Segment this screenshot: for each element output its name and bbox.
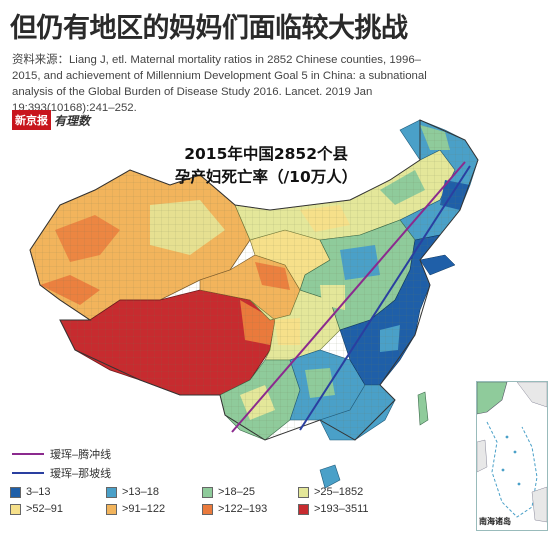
legend-swatch: [10, 503, 21, 515]
map-title-line1: 2015年中国2852个县: [184, 145, 348, 163]
line-aihui-napo: [299, 165, 471, 431]
legend-label: >18–25: [218, 486, 256, 498]
legend-swatch: [202, 503, 213, 515]
legend-item: >52–91: [10, 503, 106, 515]
publisher-logo: 新京报 有理数: [12, 110, 90, 130]
legend-swatch: [202, 486, 213, 498]
headline: 但仍有地区的妈妈们面临较大挑战: [10, 13, 408, 44]
legend-line-blue: [12, 471, 44, 474]
legend-item: 3–13: [10, 486, 106, 498]
line-aihui-tengchong: [231, 161, 466, 433]
legend-swatch: [298, 503, 309, 515]
color-legend: 3–13 >13–18 >18–25 >25–1852 >52–91 >91–1…: [10, 486, 394, 515]
legend-label: >25–1852: [314, 486, 364, 498]
inset-map: [476, 381, 548, 523]
legend-swatch: [106, 503, 117, 515]
legend-item: >193–3511: [298, 503, 394, 515]
legend-item: >18–25: [202, 486, 298, 498]
legend-label: 3–13: [26, 486, 51, 498]
legend-label: >91–122: [122, 503, 166, 515]
legend-item: >25–1852: [298, 486, 394, 498]
brand-name: 有理数: [54, 113, 91, 128]
region-hainan: [319, 464, 341, 489]
map-title: 2015年中国2852个县 孕产妇死亡率（/10万人）: [175, 143, 357, 189]
legend-line-purple: [12, 452, 44, 455]
region-taiwan: [417, 391, 429, 426]
legend-label: >52–91: [26, 503, 64, 515]
legend-item: >91–122: [106, 503, 202, 515]
legend-swatch: [10, 486, 21, 498]
line-legend: 瑷珲–腾冲线 瑷珲–那坡线: [12, 444, 111, 482]
legend-aihui-napo: 瑷珲–那坡线: [12, 463, 111, 482]
legend-line-label: 瑷珲–那坡线: [50, 467, 112, 480]
legend-label: >193–3511: [314, 503, 369, 515]
publisher-name: 新京报: [12, 110, 51, 130]
legend-item: >13–18: [106, 486, 202, 498]
inset-label: 南海诸岛: [479, 517, 511, 526]
legend-swatch: [106, 486, 117, 498]
legend-item: >122–193: [202, 503, 298, 515]
source-note: 资料来源：Liang J, etl. Maternal mortality ra…: [12, 54, 427, 114]
south-china-sea-inset: 南海诸岛: [476, 381, 548, 531]
legend-label: >122–193: [218, 503, 268, 515]
legend-line-label: 瑷珲–腾冲线: [50, 448, 112, 461]
legend-label: >13–18: [122, 486, 160, 498]
legend-aihui-tengchong: 瑷珲–腾冲线: [12, 444, 111, 463]
legend-swatch: [298, 486, 309, 498]
map-title-line2: 孕产妇死亡率（/10万人）: [175, 168, 358, 186]
